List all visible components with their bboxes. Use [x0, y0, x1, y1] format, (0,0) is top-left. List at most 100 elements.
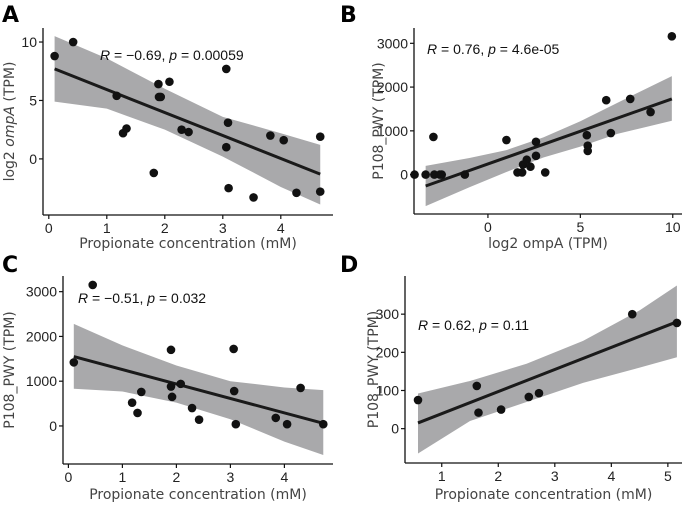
- x-tick-label: 3: [551, 468, 559, 484]
- data-point: [460, 170, 470, 179]
- data-point: [88, 280, 97, 290]
- x-tick-label: 4: [281, 469, 289, 485]
- y-tick-label: 3000: [377, 35, 408, 51]
- data-point: [526, 162, 535, 172]
- data-point: [531, 151, 541, 161]
- data-point: [224, 183, 233, 193]
- panel-d: D 1 2 3 4 5 0 100 200 300 Propionate concentration…: [340, 253, 682, 503]
- regression-line: [54, 67, 321, 176]
- regression-line: [73, 355, 324, 425]
- data-point: [231, 419, 241, 429]
- data-point: [221, 64, 231, 74]
- data-point: [582, 130, 592, 140]
- data-point: [187, 403, 197, 413]
- y-tick-label: 5: [29, 92, 37, 108]
- data-point: [496, 405, 506, 414]
- data-point: [223, 118, 233, 127]
- y-tick-label: 2000: [26, 328, 57, 344]
- data-point: [229, 386, 239, 396]
- data-point: [667, 32, 677, 41]
- y-axis-title: P108_PWY (TPM): [366, 311, 382, 428]
- y-axis-title: P108_PWY (TPM): [371, 62, 387, 179]
- panel-letter: B: [340, 3, 357, 28]
- x-tick-label: 5: [664, 468, 672, 484]
- x-tick-label: 10: [665, 219, 681, 235]
- data-point: [69, 358, 79, 367]
- x-tick-label: 0: [484, 219, 492, 235]
- y-tick-label: 1000: [377, 123, 408, 139]
- x-tick-label: 2: [173, 469, 181, 485]
- y-tick-label: 3000: [26, 284, 57, 300]
- data-point: [429, 132, 438, 142]
- data-point: [672, 318, 682, 328]
- panel-letter: D: [340, 253, 358, 278]
- correlation-annotation: R = −0.51, p = 0.032: [78, 290, 206, 306]
- x-axis-title: Propionate concentration (mM): [89, 487, 307, 503]
- x-tick-label: 5: [576, 219, 584, 235]
- panel-letter: C: [2, 253, 18, 278]
- x-axis-title: Propionate concentration (mM): [79, 236, 297, 252]
- x-tick-label: 1: [438, 468, 446, 484]
- data-point: [472, 381, 482, 391]
- data-point: [249, 193, 258, 202]
- data-point: [50, 51, 59, 61]
- data-point: [154, 79, 163, 89]
- data-point: [149, 168, 159, 178]
- regression-line: [417, 320, 678, 425]
- data-point: [122, 124, 131, 133]
- x-tick-label: 4: [277, 220, 285, 236]
- data-point: [271, 413, 281, 423]
- data-point: [184, 127, 193, 137]
- x-tick-label: 4: [607, 468, 615, 484]
- data-point: [606, 128, 616, 138]
- data-point: [167, 392, 177, 402]
- y-tick-label: 2000: [377, 79, 408, 95]
- data-point: [292, 188, 301, 198]
- y-tick-label: 0: [49, 418, 57, 434]
- x-tick-label: 0: [45, 220, 53, 236]
- y-axis-title: P108_PWY (TPM): [2, 311, 18, 428]
- data-point: [315, 132, 325, 141]
- data-point: [68, 37, 78, 47]
- data-point: [133, 408, 142, 418]
- x-tick-label: 2: [494, 468, 502, 484]
- correlation-annotation: R = 0.76, p = 4.6e-05: [427, 41, 560, 57]
- correlation-annotation: R = −0.69, p = 0.00059: [100, 47, 244, 63]
- data-point: [165, 77, 174, 87]
- data-point: [517, 168, 527, 177]
- data-point: [524, 392, 534, 402]
- y-tick-label: 300: [376, 306, 400, 322]
- data-point: [625, 94, 635, 104]
- x-tick-label: 2: [161, 220, 169, 236]
- panel-c: C 0 1 2 3 4 0 1000 2000 3000 Propionate concentrat…: [2, 253, 333, 503]
- confidence-band: [418, 285, 677, 454]
- data-point: [540, 168, 550, 177]
- x-tick-label: 1: [119, 469, 127, 485]
- y-tick-label: 0: [391, 421, 399, 437]
- data-point: [221, 142, 231, 152]
- x-axis-title: log2 ompA (TPM): [488, 236, 608, 252]
- y-tick-label: 100: [376, 382, 400, 398]
- data-point: [112, 91, 121, 101]
- data-point: [627, 309, 637, 319]
- y-tick-label: 0: [29, 151, 37, 167]
- y-tick-label: 200: [376, 344, 400, 360]
- data-point: [279, 135, 289, 145]
- data-point: [502, 135, 511, 145]
- data-point: [534, 388, 544, 398]
- x-tick-label: 1: [103, 220, 111, 236]
- data-point: [156, 92, 166, 102]
- y-tick-label: 10: [21, 34, 37, 50]
- correlation-annotation: R = 0.62, p = 0.11: [418, 317, 529, 333]
- data-point: [601, 95, 611, 105]
- data-point: [166, 345, 176, 355]
- data-point: [474, 408, 483, 417]
- data-point: [315, 187, 325, 196]
- y-tick-label: 0: [400, 167, 408, 183]
- data-point: [646, 107, 655, 117]
- x-tick-label: 3: [227, 469, 235, 485]
- data-point: [413, 395, 423, 405]
- data-point: [282, 419, 292, 429]
- panel-b: B 0 5 10 0 1000 2000 3000 log2 ompA (TPM) P108_PW…: [340, 3, 682, 252]
